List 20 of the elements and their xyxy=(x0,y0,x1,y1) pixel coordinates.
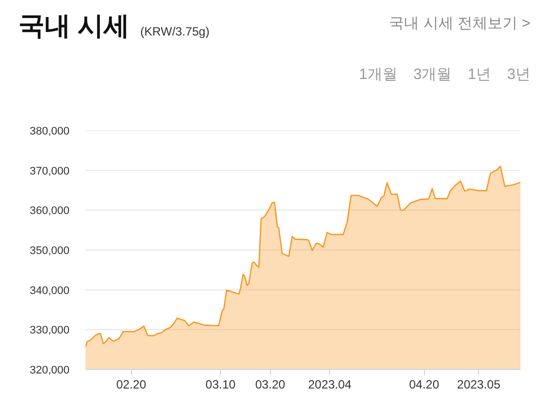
y-tick-label: 370,000 xyxy=(30,165,70,178)
x-tick-label: 03.10 xyxy=(206,378,236,392)
y-tick-label: 320,000 xyxy=(30,364,70,376)
text: 3개월 xyxy=(413,66,452,83)
x-tick-label: 03.20 xyxy=(255,378,286,392)
x-tick-label: 2023.04 xyxy=(308,378,352,392)
x-tick-label: 2023.05 xyxy=(457,378,501,392)
y-tick-label: 380,000 xyxy=(30,126,70,138)
chart-title: 국내 시세 xyxy=(18,10,130,40)
text: 1개월 xyxy=(358,66,398,83)
y-tick-label: 340,000 xyxy=(30,284,70,297)
y-tick-label: 360,000 xyxy=(30,205,70,218)
text: 3년 xyxy=(507,66,530,83)
text: 국내 시세 전체보기 > xyxy=(389,15,531,32)
chart-subtitle: (KRW/3.75g) xyxy=(140,24,210,38)
y-tick-label: 330,000 xyxy=(30,324,70,337)
y-tick-label: 350,000 xyxy=(30,245,70,257)
x-tick-label: 02.20 xyxy=(116,378,147,392)
x-tick-label: 04.20 xyxy=(409,378,440,392)
text: 1년 xyxy=(468,66,492,83)
